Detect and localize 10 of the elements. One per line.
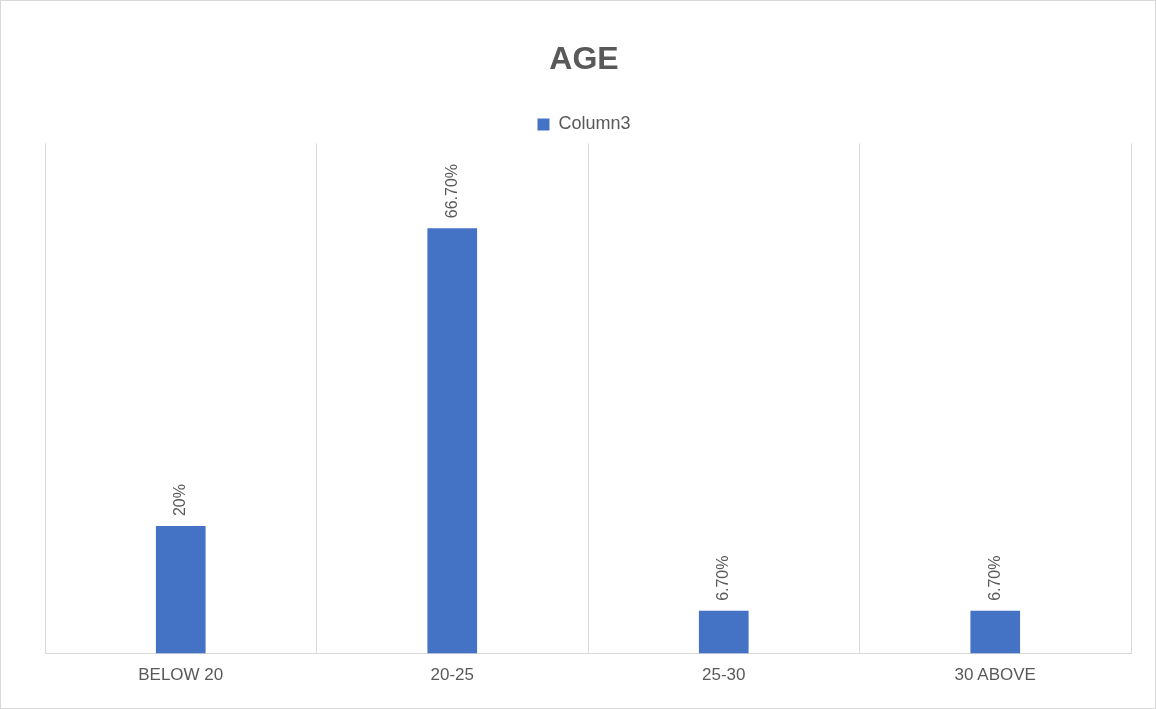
legend-label: Column3 bbox=[558, 113, 631, 134]
data-label: 20% bbox=[171, 484, 189, 517]
data-label: 66.70% bbox=[442, 163, 460, 219]
x-tick-label: BELOW 20 bbox=[138, 665, 224, 685]
x-tick-label: 20-25 bbox=[430, 665, 474, 685]
x-tick-label: 25-30 bbox=[702, 665, 746, 685]
data-label: 6.70% bbox=[985, 555, 1003, 601]
chart-title: AGE bbox=[549, 40, 619, 77]
data-label: 6.70% bbox=[714, 555, 732, 601]
x-tick-label: 30 ABOVE bbox=[954, 665, 1036, 685]
